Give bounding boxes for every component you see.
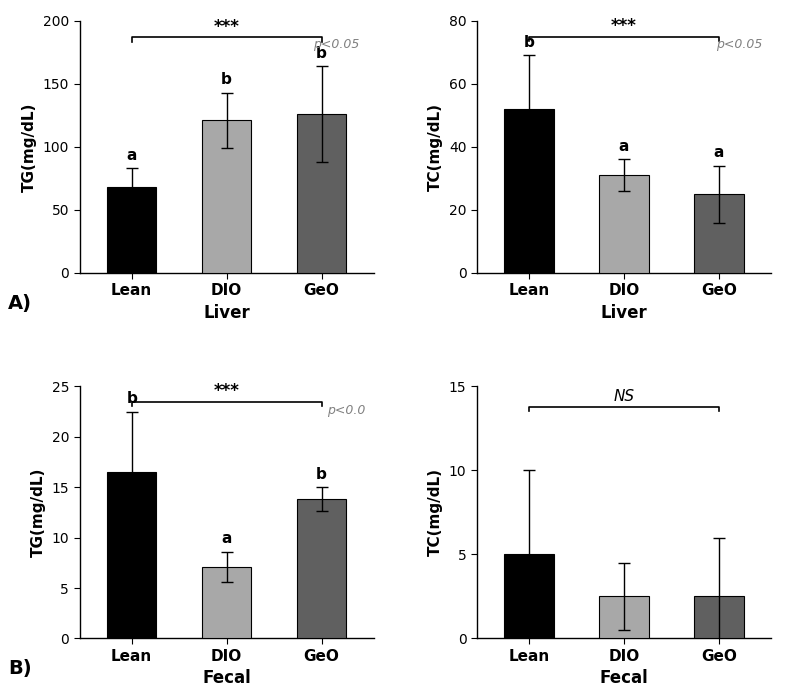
- Text: b: b: [524, 35, 534, 50]
- Bar: [694, 194, 743, 273]
- Bar: [694, 596, 743, 638]
- Bar: [504, 109, 554, 273]
- Bar: [297, 499, 347, 638]
- Text: b: b: [316, 466, 327, 482]
- Y-axis label: TG(mg/dL): TG(mg/dL): [31, 468, 46, 557]
- Text: a: a: [714, 145, 724, 160]
- Y-axis label: TC(mg/dL): TC(mg/dL): [429, 468, 444, 557]
- Text: NS: NS: [614, 389, 634, 404]
- Bar: [599, 176, 649, 273]
- Bar: [202, 567, 251, 638]
- Text: a: a: [126, 148, 137, 163]
- Bar: [297, 114, 347, 273]
- Text: ***: ***: [214, 382, 239, 400]
- Bar: [599, 596, 649, 638]
- Text: a: a: [222, 531, 232, 546]
- Y-axis label: TC(mg/dL): TC(mg/dL): [429, 103, 444, 191]
- Text: A): A): [8, 294, 32, 313]
- Text: b: b: [316, 46, 327, 60]
- Text: B): B): [8, 659, 32, 678]
- Bar: [107, 187, 157, 273]
- X-axis label: Liver: Liver: [600, 304, 647, 322]
- X-axis label: Fecal: Fecal: [202, 670, 251, 688]
- Text: ***: ***: [214, 18, 239, 36]
- X-axis label: Fecal: Fecal: [599, 670, 649, 688]
- Text: p<0.05: p<0.05: [716, 38, 762, 51]
- Text: p<0.0: p<0.0: [327, 404, 365, 417]
- Text: ***: ***: [611, 17, 637, 35]
- X-axis label: Liver: Liver: [204, 304, 250, 322]
- Text: b: b: [126, 391, 138, 406]
- Bar: [202, 120, 251, 273]
- Text: p<0.05: p<0.05: [312, 38, 359, 51]
- Bar: [107, 472, 157, 638]
- Text: b: b: [221, 72, 232, 87]
- Y-axis label: TG(mg/dL): TG(mg/dL): [22, 102, 37, 192]
- Text: a: a: [619, 139, 629, 154]
- Bar: [504, 555, 554, 638]
